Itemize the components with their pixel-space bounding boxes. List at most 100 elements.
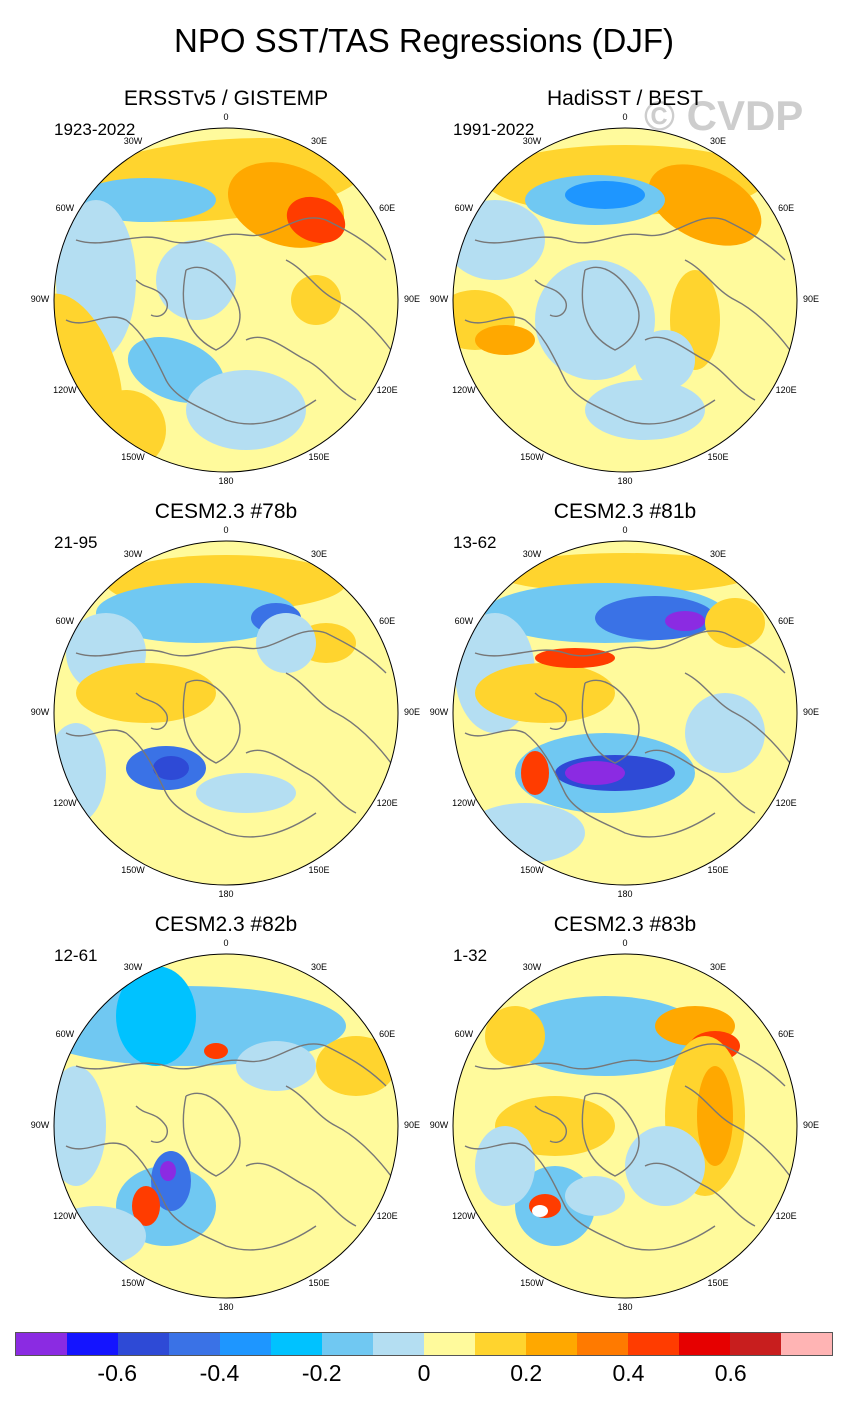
anomaly-contour [256, 613, 316, 673]
longitude-label: 30E [310, 962, 327, 973]
coastline [534, 1105, 567, 1143]
colorbar-swatch [271, 1333, 322, 1355]
polar-map-panel [452, 127, 798, 473]
coastline [75, 630, 387, 674]
coastline [65, 316, 317, 425]
colorbar [15, 1332, 833, 1356]
longitude-label: 90E [802, 707, 819, 717]
polar-map-panel [53, 540, 399, 886]
longitude-label: 120E [376, 385, 398, 395]
longitude-label: 120W [53, 385, 77, 395]
longitude-label: 180 [218, 889, 234, 899]
anomaly-contour [76, 663, 216, 723]
longitude-label: 150W [121, 1277, 145, 1288]
longitude-label: 120W [53, 798, 77, 808]
longitude-label: 150E [308, 451, 330, 462]
longitude-label: 0 [622, 525, 628, 535]
map-border [53, 953, 399, 1299]
coastline [65, 1142, 317, 1251]
longitude-label: 150W [121, 451, 145, 462]
longitude-label: 120E [775, 798, 797, 808]
coastline [464, 729, 716, 838]
anomaly-contour [565, 181, 645, 209]
colorbar-swatch [577, 1333, 628, 1355]
anomaly-contour [96, 583, 296, 643]
coastline [135, 1105, 168, 1143]
longitude-label: 60W [454, 1029, 474, 1039]
anomaly-contour [521, 751, 549, 795]
anomaly-contour [236, 1041, 316, 1091]
map-border [452, 953, 798, 1299]
longitude-label: 150E [707, 864, 729, 875]
panel-title: CESM2.3 #82b [154, 913, 298, 936]
anomaly-contour [475, 325, 535, 355]
colorbar-swatch [322, 1333, 373, 1355]
anomaly-contour [565, 1176, 625, 1216]
colorbar-swatch [526, 1333, 577, 1355]
coastline [285, 672, 392, 764]
anomaly-contour [153, 756, 189, 780]
panel-title: CESM2.3 #78b [154, 500, 298, 523]
coastline [464, 1142, 716, 1251]
anomaly-contour [535, 648, 615, 668]
longitude-label: 90E [802, 1120, 819, 1130]
longitude-label: 60E [379, 1029, 396, 1039]
colorbar-swatch [781, 1333, 832, 1355]
longitude-label: 60E [778, 1029, 795, 1039]
coastline [684, 1085, 791, 1177]
anomaly-contour [532, 1205, 548, 1217]
longitude-label: 30E [310, 136, 327, 147]
longitude-label: 90E [403, 1120, 420, 1130]
colorbar-swatch [118, 1333, 169, 1355]
panel-title: HadiSST / BEST [546, 87, 703, 110]
longitude-label: 150W [520, 451, 544, 462]
colorbar-tick-label: 0.4 [612, 1360, 645, 1386]
anomaly-contour [495, 553, 755, 593]
anomaly-contour [585, 380, 705, 440]
anomaly-contour [54, 1066, 106, 1186]
longitude-label: 90E [403, 707, 420, 717]
colorbar-swatch [628, 1333, 679, 1355]
longitude-label: 90W [30, 1120, 50, 1130]
anomaly-contour [505, 996, 705, 1076]
longitude-label: 30E [709, 962, 726, 973]
panel-period: 21-95 [54, 533, 98, 552]
anomaly-contour [665, 611, 705, 631]
coastline [474, 630, 786, 674]
longitude-label: 120E [376, 1211, 398, 1221]
panel-period: 1923-2022 [54, 120, 136, 139]
polar-map-panel [53, 127, 399, 473]
polar-map-panel [53, 953, 399, 1299]
anomaly-contour [196, 773, 296, 813]
anomaly-contour [291, 275, 341, 325]
anomaly-contour [160, 1161, 176, 1181]
longitude-label: 60W [55, 1029, 75, 1039]
panel-title: ERSSTv5 / GISTEMP [123, 87, 329, 110]
longitude-label: 60W [55, 203, 75, 213]
anomaly-contour [485, 1006, 545, 1066]
coastline [644, 336, 756, 401]
longitude-label: 150W [520, 1277, 544, 1288]
longitude-label: 120W [452, 798, 476, 808]
longitude-label: 150E [707, 1277, 729, 1288]
coastline [75, 217, 387, 261]
anomaly-contour [648, 164, 762, 246]
colorbar-tick-label: -0.2 [301, 1360, 342, 1386]
coastline [182, 679, 241, 764]
coastline [245, 336, 357, 401]
longitude-label: 30W [123, 962, 143, 973]
coastline [684, 672, 791, 764]
longitude-label: 180 [617, 476, 633, 486]
coastline [135, 279, 168, 317]
coastline [464, 316, 716, 425]
longitude-label: 150W [121, 864, 145, 875]
longitude-label: 90W [30, 707, 50, 717]
panel-period: 1-32 [453, 946, 488, 965]
coastline [474, 1043, 786, 1087]
longitude-label: 180 [617, 1302, 633, 1312]
longitude-label: 90W [30, 294, 50, 304]
longitude-label: 30E [709, 136, 726, 147]
panel-title: CESM2.3 #83b [553, 913, 697, 936]
panel-period: 13-62 [453, 533, 497, 552]
longitude-label: 60W [55, 616, 75, 626]
